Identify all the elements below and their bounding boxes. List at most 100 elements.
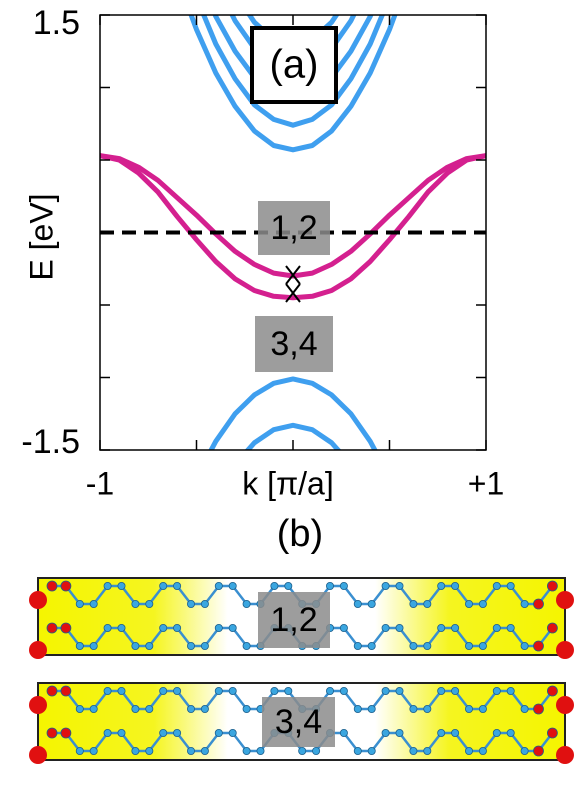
x-tick-label: +1 [468, 465, 504, 501]
crossing-marker [285, 283, 301, 303]
edge-atom [60, 685, 72, 697]
atom [353, 642, 362, 651]
band-curve [208, 376, 378, 450]
edge-atom [29, 746, 47, 764]
atom [339, 582, 348, 591]
atom [242, 747, 251, 756]
edge-atom [547, 685, 558, 697]
atom [437, 624, 446, 633]
plot: -1.5 1.5 -1 +1 k [π/a] E [eV] (a) 1,2 3,4 [21, 4, 504, 501]
y-axis-label: E [eV] [23, 193, 59, 280]
atom [186, 600, 195, 609]
state-label: 3,4 [270, 325, 317, 363]
atom [395, 687, 404, 696]
atom [367, 747, 376, 756]
atom [506, 687, 515, 696]
edge-atom [547, 580, 558, 592]
atom [145, 642, 154, 651]
atom [409, 705, 418, 714]
atom [103, 624, 112, 633]
atom [186, 747, 195, 756]
edge-atom [533, 640, 544, 652]
atom [325, 687, 334, 696]
crossing-marker [285, 265, 301, 285]
band-curve [188, 15, 398, 153]
atom [395, 729, 404, 738]
panel-label: (b) [277, 513, 323, 555]
atom [325, 582, 334, 591]
atom [200, 600, 209, 609]
atom [367, 600, 376, 609]
atom [228, 729, 237, 738]
atom [506, 729, 515, 738]
edge-atom [556, 591, 574, 609]
edge-atom [533, 745, 544, 757]
edge-atom [547, 622, 558, 634]
atom [159, 624, 168, 633]
atom [381, 582, 390, 591]
atom [131, 642, 140, 651]
atom [381, 687, 390, 696]
atom [159, 729, 168, 738]
atom [89, 747, 98, 756]
atom [464, 705, 473, 714]
edge-atom [46, 685, 58, 697]
atom [492, 582, 501, 591]
atom [89, 600, 98, 609]
atom [520, 642, 529, 651]
atom [159, 687, 168, 696]
atom [200, 747, 209, 756]
atom [395, 582, 404, 591]
panel-b: (b) 1,2 3,4 [29, 513, 574, 764]
atom [492, 687, 501, 696]
atom [214, 582, 223, 591]
state-label-box [258, 592, 330, 648]
atom [173, 687, 182, 696]
atom [228, 582, 237, 591]
atom [117, 729, 126, 738]
edge-atom [46, 622, 58, 634]
panel-label-box [250, 26, 338, 104]
atom [117, 582, 126, 591]
atom [214, 729, 223, 738]
atom [464, 600, 473, 609]
atom [173, 582, 182, 591]
atom [437, 687, 446, 696]
band-curve [100, 153, 486, 301]
x-axis-label: k [π/a] [242, 465, 333, 501]
state-label: 1,2 [270, 601, 317, 639]
atom [409, 600, 418, 609]
atom [228, 687, 237, 696]
state-label-box [258, 201, 330, 255]
atom [451, 582, 460, 591]
atom [492, 729, 501, 738]
atom [339, 624, 348, 633]
atom [145, 600, 154, 609]
atom [478, 705, 487, 714]
atom [117, 624, 126, 633]
atom [242, 600, 251, 609]
atom [131, 747, 140, 756]
atom [284, 582, 293, 591]
atom [478, 642, 487, 651]
atom [89, 705, 98, 714]
atom [312, 747, 321, 756]
edge-atom [556, 746, 574, 764]
atom [75, 642, 84, 651]
edge-atom [60, 622, 72, 634]
atom [270, 687, 279, 696]
atom [520, 705, 529, 714]
atom [214, 624, 223, 633]
atom [284, 687, 293, 696]
atom [131, 600, 140, 609]
edge-atom [533, 703, 544, 715]
edge-atom [533, 598, 544, 610]
state-label-box [262, 697, 335, 747]
atom [451, 729, 460, 738]
atom [506, 624, 515, 633]
atom [423, 747, 432, 756]
atom [200, 705, 209, 714]
atom [395, 624, 404, 633]
state-label-box [255, 316, 333, 372]
atom [381, 729, 390, 738]
